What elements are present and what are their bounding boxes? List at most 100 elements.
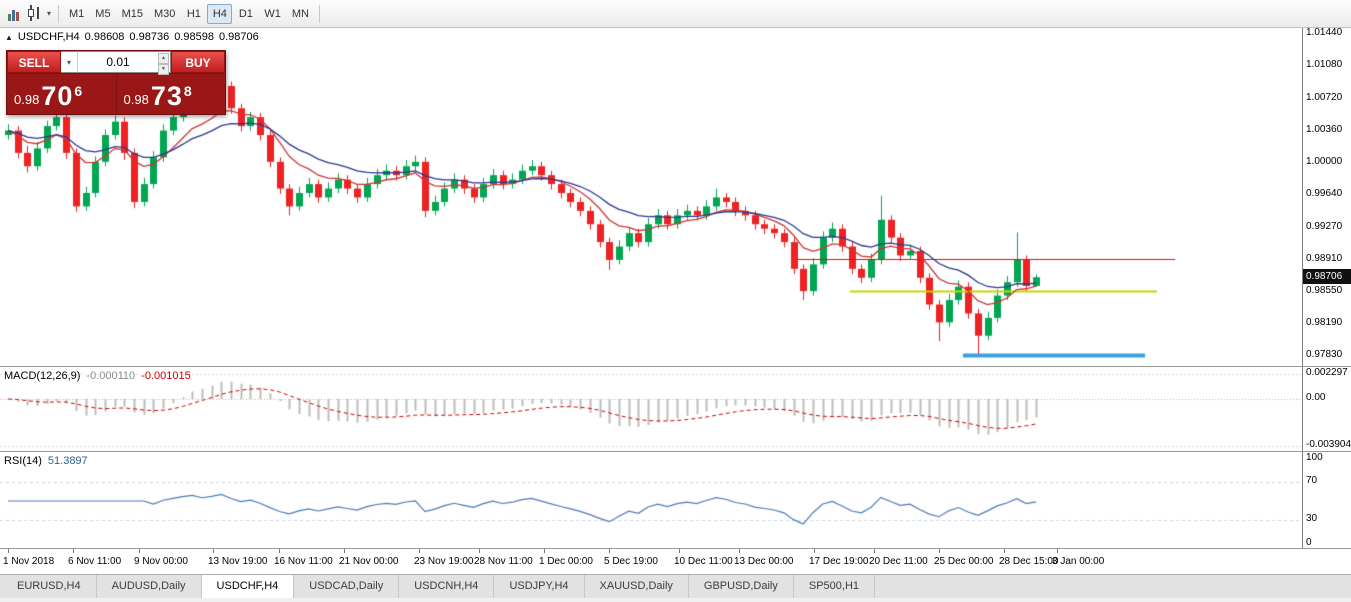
price-axis-label: 0.97830: [1306, 349, 1342, 360]
macd-axis-label: 0.00: [1306, 392, 1325, 403]
macd-label: MACD(12,26,9)-0.000110-0.001015: [4, 370, 191, 382]
price-axis-label: 0.99640: [1306, 188, 1342, 199]
bar-chart-icon[interactable]: [3, 4, 23, 24]
tab-usdjpy-h4[interactable]: USDJPY,H4: [494, 575, 584, 598]
timeframe-h4[interactable]: H4: [207, 4, 232, 24]
time-tick: [609, 549, 610, 553]
time-axis-label: 23 Nov 19:00: [414, 556, 474, 567]
time-axis-label: 9 Nov 00:00: [134, 556, 188, 567]
chart-title: ▲USDCHF,H40.986080.987360.985980.98706: [5, 31, 264, 43]
buy-price[interactable]: 0.98 73 8: [116, 74, 226, 114]
tab-usdchf-h4[interactable]: USDCHF,H4: [201, 575, 295, 598]
buy-price-base: 0.98: [124, 92, 149, 107]
timeframe-m5[interactable]: M5: [90, 4, 115, 24]
timeframe-mn[interactable]: MN: [287, 4, 314, 24]
time-tick: [679, 549, 680, 553]
rsi-value: 51.3897: [48, 455, 88, 467]
macd-canvas[interactable]: [0, 368, 1302, 452]
tab-xauusd-daily[interactable]: XAUUSD,Daily: [585, 575, 689, 598]
time-axis-label: 1 Nov 2018: [3, 556, 54, 567]
volume-field: ▲ ▼: [77, 51, 171, 73]
time-tick: [279, 549, 280, 553]
buy-price-big: 73: [151, 84, 183, 109]
price-axis-label: 1.00000: [1306, 156, 1342, 167]
macd-axis-label: 0.002297: [1306, 367, 1348, 378]
timeframe-m30[interactable]: M30: [149, 4, 180, 24]
time-axis-label: 5 Dec 19:00: [604, 556, 658, 567]
one-click-collapse-icon[interactable]: ▲: [5, 33, 13, 42]
sell-button[interactable]: SELL: [7, 51, 61, 73]
time-axis[interactable]: 1 Nov 2018 6 Nov 11:00 9 Nov 00:00 13 Nov 1…: [0, 548, 1351, 574]
time-axis-label: 28 Nov 11:00: [474, 556, 533, 567]
volume-down-icon[interactable]: ▼: [158, 64, 169, 75]
timeframe-h1[interactable]: H1: [181, 4, 206, 24]
timeframe-d1[interactable]: D1: [233, 4, 258, 24]
sell-price[interactable]: 0.98 70 6: [7, 74, 116, 114]
time-tick: [544, 549, 545, 553]
volume-up-icon[interactable]: ▲: [158, 53, 169, 64]
rsi-axis-label: 0: [1306, 537, 1312, 548]
one-click-trading-panel: SELL ▾ ▲ ▼ BUY 0.98 70 6 0.98 73 8: [6, 50, 226, 115]
tab-sp500-h1[interactable]: SP500,H1: [794, 575, 875, 598]
symbol-label: USDCHF,H4: [18, 31, 80, 43]
tab-usdcad-daily[interactable]: USDCAD,Daily: [294, 575, 399, 598]
time-axis-label: 6 Nov 11:00: [68, 556, 121, 567]
macd-axis-label: -0.003904: [1306, 439, 1351, 450]
ohlc-low: 0.98598: [174, 31, 214, 43]
time-axis-label: 25 Dec 00:00: [934, 556, 994, 567]
volume-dropdown-icon[interactable]: ▾: [61, 51, 77, 73]
price-axis-label: 1.01440: [1306, 27, 1342, 38]
time-tick: [739, 549, 740, 553]
rsi-panel: RSI(14)51.3897 10070300: [0, 451, 1351, 548]
tab-gbpusd-daily[interactable]: GBPUSD,Daily: [689, 575, 794, 598]
buy-button[interactable]: BUY: [171, 51, 225, 73]
toolbar-separator: [319, 5, 320, 23]
timeframe-m1[interactable]: M1: [64, 4, 89, 24]
time-axis-label: 13 Nov 19:00: [208, 556, 268, 567]
tab-audusd-daily[interactable]: AUDUSD,Daily: [97, 575, 202, 598]
price-axis-label: 1.00360: [1306, 124, 1342, 135]
rsi-axis-label: 100: [1306, 452, 1323, 463]
rsi-axis[interactable]: 10070300: [1302, 452, 1351, 548]
volume-input[interactable]: [78, 52, 170, 72]
chart-toolbar: ▾ M1M5M15M30H1H4D1W1MN: [0, 0, 1351, 28]
time-axis-label: 17 Dec 19:00: [809, 556, 869, 567]
time-tick: [939, 549, 940, 553]
tab-eurusd-h4[interactable]: EURUSD,H4: [2, 575, 97, 598]
rsi-name: RSI(14): [4, 455, 42, 467]
main-price-axis[interactable]: 0.98706 1.014401.010801.007201.003601.00…: [1302, 28, 1351, 366]
candlestick-icon: [27, 5, 41, 21]
rsi-label: RSI(14) 51.3897: [4, 455, 88, 467]
price-axis-label: 0.98550: [1306, 285, 1342, 296]
price-axis-label: 0.99270: [1306, 221, 1342, 232]
sell-price-big: 70: [41, 84, 73, 109]
time-axis-label: 1 Dec 00:00: [539, 556, 593, 567]
time-tick: [1057, 549, 1058, 553]
time-tick: [8, 549, 9, 553]
time-axis-label: 28 Dec 15:00: [999, 556, 1059, 567]
rsi-canvas[interactable]: [0, 453, 1302, 549]
rsi-axis-label: 70: [1306, 475, 1317, 486]
ohlc-close: 0.98706: [219, 31, 259, 43]
tab-usdcnh-h4[interactable]: USDCNH,H4: [399, 575, 494, 598]
time-axis-label: 3 Jan 00:00: [1052, 556, 1104, 567]
macd-axis[interactable]: 0.002297 0.00 -0.003904: [1302, 367, 1351, 451]
price-axis-label: 1.00720: [1306, 92, 1342, 103]
sell-price-base: 0.98: [14, 92, 39, 107]
macd-name: MACD(12,26,9): [4, 370, 80, 382]
price-axis-label: 1.01080: [1306, 59, 1342, 70]
timeframe-w1[interactable]: W1: [259, 4, 286, 24]
timeframe-m15[interactable]: M15: [117, 4, 148, 24]
macd-signal-value: -0.001015: [141, 370, 191, 382]
chart-type-icon[interactable]: [24, 4, 44, 24]
time-axis-label: 20 Dec 11:00: [869, 556, 928, 567]
time-tick: [213, 549, 214, 553]
ohlc-high: 0.98736: [129, 31, 169, 43]
main-chart-panel: ▲USDCHF,H40.986080.987360.985980.98706 S…: [0, 28, 1351, 366]
time-tick: [874, 549, 875, 553]
chart-type-dropdown-icon[interactable]: ▾: [45, 9, 53, 18]
time-axis-label: 16 Nov 11:00: [274, 556, 333, 567]
macd-panel: MACD(12,26,9)-0.000110-0.001015 0.002297…: [0, 366, 1351, 451]
sell-price-pip: 6: [74, 83, 82, 99]
price-axis-label: 0.98910: [1306, 253, 1342, 264]
